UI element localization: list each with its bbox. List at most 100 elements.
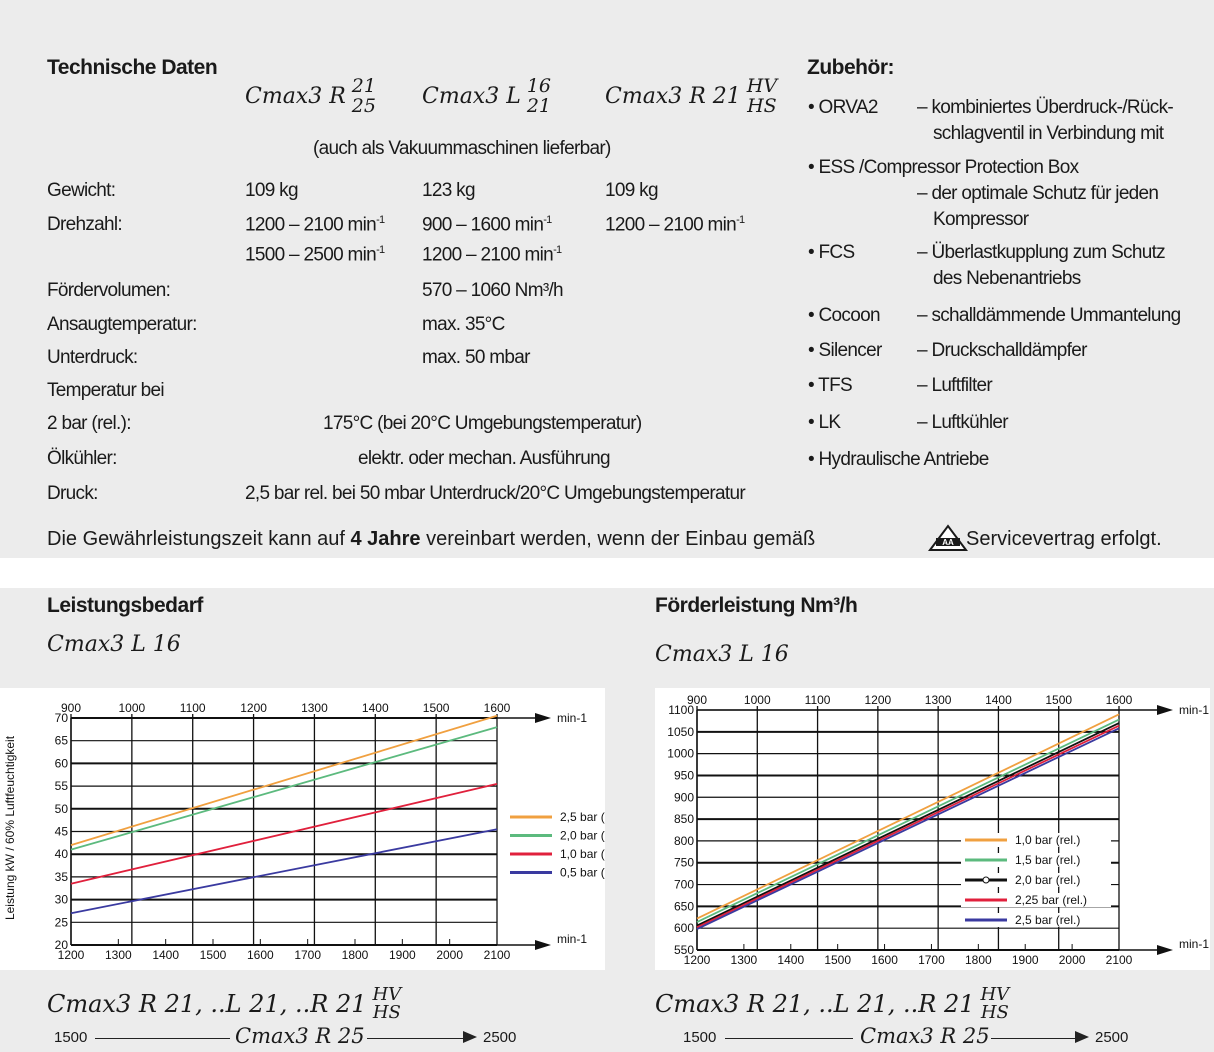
- arrow-right-icon: [463, 1031, 477, 1043]
- drehzahl-text: 900 – 1600 min: [422, 214, 544, 236]
- druck-label: Druck:: [47, 483, 98, 504]
- y-tick-label: 850: [674, 812, 694, 826]
- variant-hs: HS: [372, 1002, 401, 1023]
- x-top-tick-label: 900: [687, 693, 707, 707]
- accessory-name-orva2: • ORVA2: [808, 97, 878, 118]
- arrow-right-icon: [1075, 1031, 1089, 1043]
- legend-bg: [506, 847, 605, 861]
- legend-label: 2,5 bar (rel.): [1015, 913, 1080, 927]
- legend-label: 1,0 bar (rel.): [1015, 833, 1080, 847]
- model-variant-bottom: 21: [526, 95, 552, 117]
- accessory-name-fcs: • FCS: [808, 242, 855, 263]
- left-range-row: 1500 Cmax3 R 25 2500: [47, 1020, 527, 1048]
- x-bottom-tick-label: 1900: [1012, 953, 1039, 967]
- exponent: -1: [376, 244, 385, 256]
- accessory-desc: – schalldämmende Ummantelung: [917, 305, 1181, 326]
- drehzahl-value-1a: 1200 – 2100 min-1: [245, 214, 385, 236]
- right-model-bottom: Cmax3 R 21, ..L 21, ..R 21 HV HS: [655, 986, 1009, 1022]
- drehzahl-value-2b: 1200 – 2100 min-1: [422, 244, 562, 266]
- range-line: [991, 1038, 1079, 1039]
- legend-label: 1,0 bar (rel.): [560, 847, 605, 861]
- y-tick-label: 900: [674, 790, 694, 804]
- x-top-tick-label: 1500: [423, 701, 450, 715]
- model-base: Cmax3 L: [422, 83, 521, 109]
- x-bottom-tick-label: 1800: [965, 953, 992, 967]
- exponent: -1: [376, 214, 385, 226]
- y-tick-label: 550: [674, 943, 694, 957]
- y-tick-label: 55: [55, 779, 69, 793]
- drehzahl-text: 1200 – 2100 min: [605, 214, 737, 236]
- x-bottom-tick-label: 2100: [484, 948, 511, 962]
- left-model-bottom: Cmax3 R 21, ..L 21, ..R 21 HV HS: [47, 986, 401, 1022]
- range-start: 1500: [683, 1029, 717, 1046]
- left-chart-title: Leistungsbedarf: [47, 594, 203, 617]
- left-chart: Leistung kW / 60% Luftfeuchtigkeit 20 25 3…: [0, 688, 605, 970]
- y-tick-label: 50: [55, 802, 69, 816]
- accessory-desc: – Überlastkupplung zum Schutz: [917, 242, 1166, 263]
- x-bottom-tick-label: 2100: [1106, 953, 1133, 967]
- temp-label-2: 2 bar (rel.):: [47, 413, 132, 434]
- gewicht-label: Gewicht:: [47, 180, 116, 201]
- accessory-desc: – kombiniertes Überdruck-/Rück-: [917, 97, 1174, 118]
- accessory-name-cocoon: • Cocoon: [808, 305, 881, 326]
- exponent: -1: [736, 214, 745, 226]
- x-bottom-tick-label: 1700: [918, 953, 945, 967]
- drehzahl-text: 1200 – 2100 min: [422, 244, 554, 266]
- x-top-unit-label: min-1: [1179, 703, 1209, 717]
- x-top-unit-label: min-1: [557, 711, 587, 725]
- y-tick-label: 65: [55, 734, 69, 748]
- series-line: [696, 722, 1120, 927]
- series-line: [70, 782, 498, 885]
- x-top-tick-label: 1000: [744, 693, 771, 707]
- x-top-tick-label: 900: [61, 701, 81, 715]
- x-top-tick-label: 1200: [240, 701, 267, 715]
- legend-label: 2,25 bar (rel.): [1015, 893, 1087, 907]
- model-variants: 21 25: [352, 76, 376, 116]
- x-top-tick-label: 1600: [1106, 693, 1133, 707]
- warranty-text: Die Gewährleistungszeit kann auf 4 Jahre…: [47, 528, 815, 551]
- series-line: [696, 727, 1120, 930]
- y-tick-label: 600: [674, 921, 694, 935]
- legend-bg: [961, 873, 1111, 887]
- y-tick-label: 30: [55, 893, 69, 907]
- right-model-top: Cmax3 L 16: [655, 642, 789, 667]
- model-bottom-variants: HV HS: [372, 986, 401, 1022]
- range-line: [95, 1038, 230, 1039]
- tech-title: Technische Daten: [47, 56, 218, 79]
- gewicht-value-2: 123 kg: [422, 180, 476, 201]
- x-top-tick-label: 1400: [985, 693, 1012, 707]
- x-top-tick-label: 1500: [1045, 693, 1072, 707]
- legend-label: 0,5 bar (rel.): [560, 866, 605, 880]
- legend-marker: [982, 876, 990, 884]
- x-bottom-tick-label: 1900: [389, 948, 416, 962]
- x-bottom-tick-label: 1500: [200, 948, 227, 962]
- range-end: 2500: [1095, 1029, 1129, 1046]
- accessory-desc: – der optimale Schutz für jeden: [917, 183, 1159, 204]
- variant-hs: HS: [980, 1002, 1009, 1023]
- drehzahl-value-1b: 1500 – 2500 min-1: [245, 244, 385, 266]
- separator-band: [0, 558, 1214, 588]
- exponent: -1: [543, 214, 552, 226]
- gewicht-value-3: 109 kg: [605, 180, 659, 201]
- y-tick-label: 1100: [668, 703, 694, 717]
- range-model: Cmax3 R 25: [860, 1024, 990, 1048]
- model-base: Cmax3 R 21: [605, 83, 741, 109]
- series-line: [70, 726, 498, 851]
- arrow-right-icon: [535, 713, 551, 723]
- y-tick-label: 40: [55, 847, 69, 861]
- legend-bg: [961, 893, 1111, 907]
- legend-label: 2,0 bar (rel.): [560, 829, 605, 843]
- exponent: -1: [553, 244, 562, 256]
- accessory-desc: Kompressor: [933, 209, 1029, 230]
- warranty-bold: 4 Jahre: [350, 528, 421, 550]
- gewicht-value-1: 109 kg: [245, 180, 299, 201]
- y-tick-label: 800: [674, 834, 694, 848]
- model-base: Cmax3 R: [245, 83, 346, 109]
- legend-bg: [506, 865, 605, 880]
- model-variants: HV HS: [747, 76, 777, 116]
- legend-bg: [961, 853, 1111, 867]
- vacuum-note: (auch als Vakuummaschinen lieferbar): [313, 138, 611, 159]
- drehzahl-value-3a: 1200 – 2100 min-1: [605, 214, 745, 236]
- series-line: [70, 828, 498, 915]
- drehzahl-value-2a: 900 – 1600 min-1: [422, 214, 552, 236]
